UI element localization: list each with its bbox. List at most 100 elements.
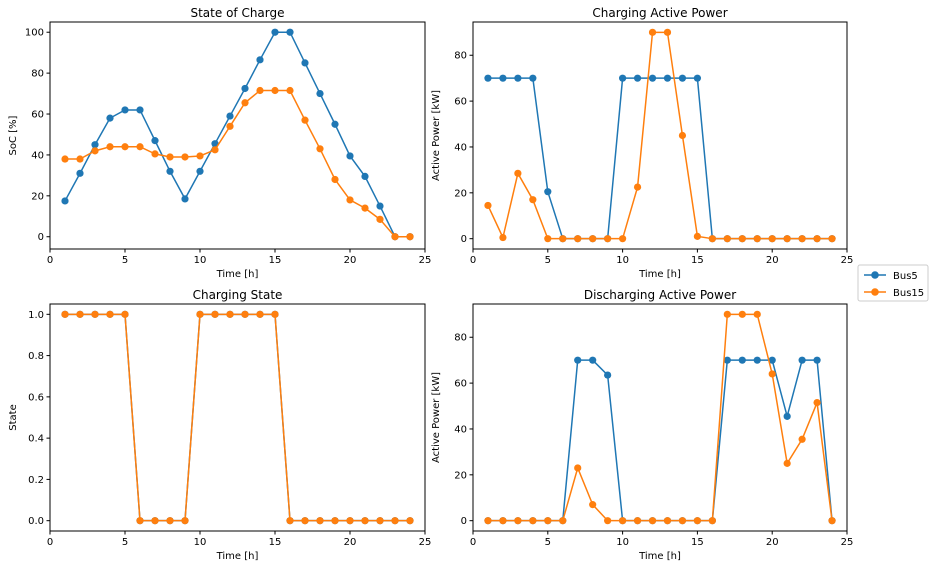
data-point — [361, 517, 369, 525]
data-point — [271, 86, 279, 95]
data-point — [633, 183, 642, 191]
data-point — [106, 310, 114, 318]
data-point — [514, 74, 522, 82]
data-point — [166, 153, 174, 161]
data-point — [723, 310, 731, 318]
series-line — [487, 31, 833, 240]
y-axis-label: Active Power [kW] — [431, 372, 442, 463]
data-point — [663, 74, 672, 82]
data-point — [589, 501, 597, 509]
data-point — [783, 412, 791, 420]
data-point — [589, 235, 597, 243]
series-bus15 — [61, 310, 414, 525]
data-point — [768, 235, 776, 243]
data-point — [286, 86, 294, 95]
y-tick-label: 20 — [454, 188, 467, 199]
data-point — [813, 235, 821, 243]
x-tick-label: 25 — [419, 537, 432, 548]
data-point — [301, 116, 309, 124]
legend-marker-bus5 — [871, 271, 879, 279]
data-point — [499, 517, 507, 525]
x-tick-label: 5 — [545, 255, 551, 266]
y-tick-label: 60 — [454, 97, 467, 108]
y-tick-label: 40 — [454, 424, 467, 435]
x-tick-label: 20 — [344, 255, 357, 266]
data-point — [619, 235, 627, 243]
data-point — [196, 310, 204, 318]
data-point — [346, 196, 354, 204]
data-point — [196, 152, 204, 160]
data-point — [529, 74, 537, 82]
plot-frame — [472, 303, 848, 532]
y-tick-label: 0 — [38, 232, 44, 243]
plot-title: Charging Active Power — [592, 6, 727, 20]
data-point — [316, 145, 324, 153]
plot-title: Charging State — [193, 288, 283, 302]
x-tick-label: 15 — [691, 255, 704, 266]
data-point — [196, 167, 204, 175]
data-point — [738, 235, 746, 243]
series-bus5 — [61, 310, 414, 525]
x-tick-label: 25 — [841, 255, 854, 266]
plot-frame — [472, 21, 848, 250]
data-point — [121, 143, 129, 151]
data-point — [499, 74, 507, 82]
data-point — [768, 370, 776, 378]
data-point — [241, 84, 249, 93]
x-axis-label: Time [h] — [216, 269, 259, 280]
subplot-1: State of Charge 0 5 10 15 20 25 0 20 40 60 80 100 Tim… — [8, 6, 431, 280]
y-tick-label: 0.0 — [28, 516, 44, 527]
legend-marker-bus15 — [871, 288, 879, 296]
x-tick-label: 0 — [47, 537, 53, 548]
data-point — [376, 215, 384, 223]
data-point — [226, 310, 234, 318]
data-point — [406, 517, 414, 525]
data-point — [798, 356, 806, 364]
data-point — [121, 106, 129, 114]
data-point — [813, 398, 821, 407]
x-tick-label: 0 — [470, 255, 476, 266]
series-bus5 — [61, 28, 414, 241]
x-tick-label: 5 — [122, 537, 128, 548]
data-point — [619, 517, 627, 525]
data-point — [484, 74, 492, 82]
data-point — [663, 28, 672, 36]
subplot-2: Charging Active Power 0 5 10 15 20 25 0 20 40 60 80… — [431, 6, 853, 280]
data-point — [226, 112, 234, 120]
data-point — [376, 202, 384, 210]
data-point — [181, 153, 189, 161]
data-point — [286, 517, 294, 525]
data-point — [211, 140, 219, 148]
series-line — [64, 31, 410, 238]
data-point — [106, 143, 114, 151]
data-point — [514, 169, 522, 177]
x-tick-label: 25 — [419, 255, 432, 266]
data-point — [151, 150, 159, 158]
data-point — [121, 310, 129, 318]
series-line — [487, 77, 833, 240]
y-tick-label: 40 — [31, 150, 44, 161]
data-point — [151, 137, 159, 145]
data-point — [331, 517, 339, 525]
data-point — [76, 310, 84, 318]
data-point — [514, 517, 522, 525]
data-point — [166, 517, 174, 525]
x-tick-label: 5 — [122, 255, 128, 266]
data-point — [316, 89, 324, 98]
y-tick-label: 0.6 — [28, 392, 44, 403]
data-point — [166, 167, 174, 175]
x-axis-label: Time [h] — [216, 551, 259, 562]
data-point — [678, 517, 687, 525]
x-tick-label: 20 — [766, 255, 779, 266]
data-point — [181, 195, 189, 203]
data-point — [559, 517, 567, 525]
plot-frame — [49, 21, 426, 250]
y-tick-label: 80 — [454, 333, 467, 344]
data-point — [136, 143, 144, 151]
series-line — [65, 313, 410, 522]
data-point — [331, 120, 339, 128]
data-point — [589, 356, 597, 364]
data-point — [256, 310, 264, 318]
data-point — [346, 152, 354, 160]
data-point — [406, 233, 414, 241]
